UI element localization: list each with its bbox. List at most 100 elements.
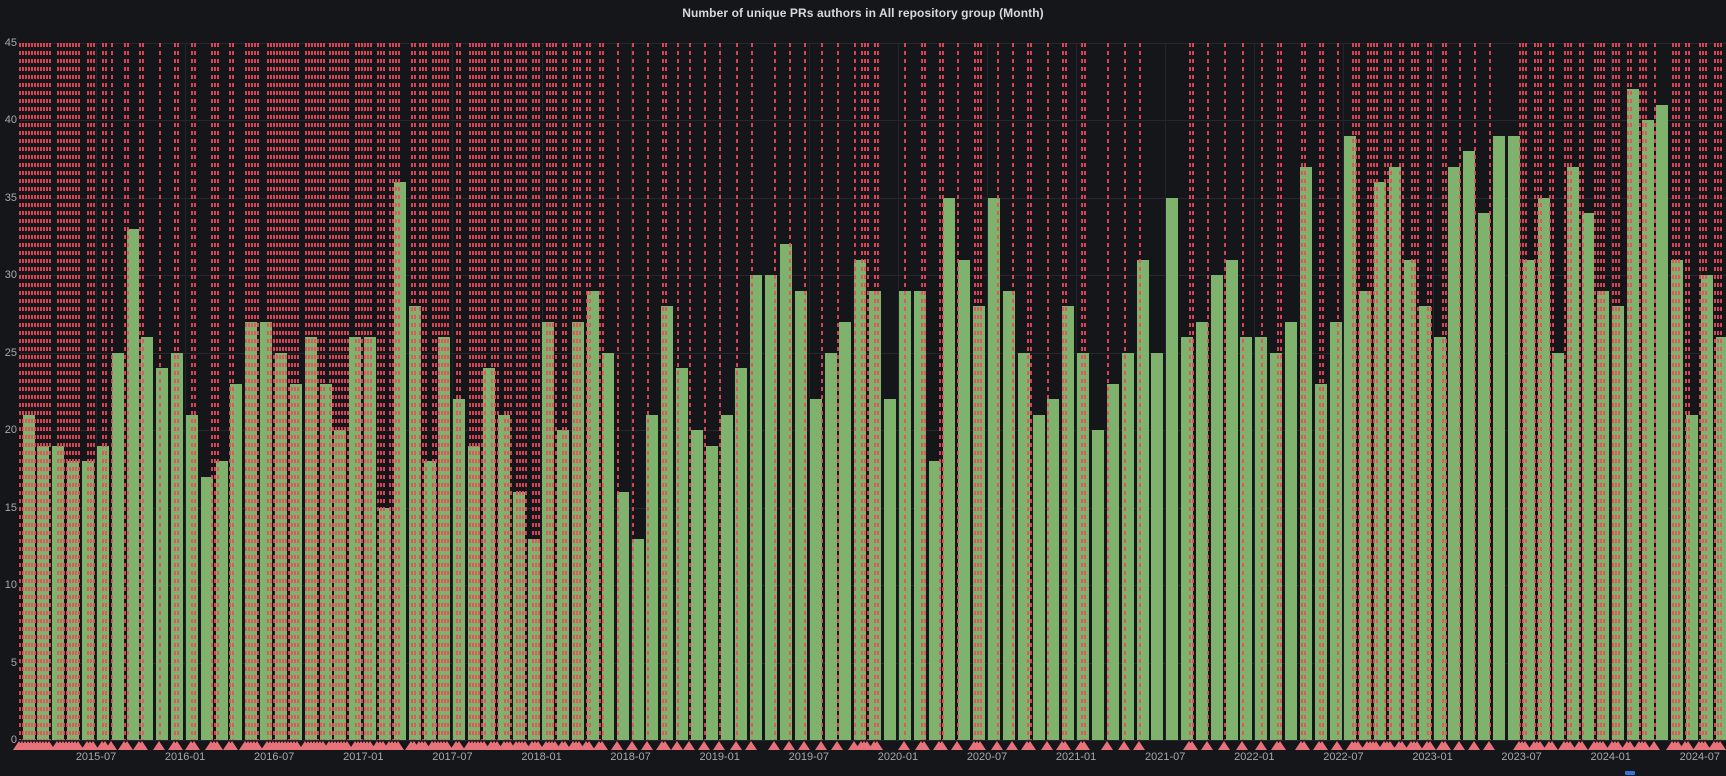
annotation-marker[interactable] [1648,741,1660,750]
annotation-marker[interactable] [815,741,827,750]
annotation-marker[interactable] [659,741,671,750]
bar[interactable] [1225,259,1238,740]
annotation-marker[interactable] [626,741,638,750]
bar[interactable] [1077,352,1090,740]
annotation-marker[interactable] [491,741,503,750]
bar[interactable] [1641,120,1654,740]
bar[interactable] [616,492,629,740]
annotation-marker[interactable] [1534,741,1546,750]
bar[interactable] [1656,104,1669,740]
bar[interactable] [1210,275,1223,740]
annotation-marker[interactable] [226,741,238,750]
annotation-marker[interactable] [768,741,780,750]
annotation-marker[interactable] [1624,741,1636,750]
bar[interactable] [884,399,896,740]
bar[interactable] [987,197,1000,740]
annotation-marker[interactable] [1078,741,1090,750]
annotation-marker[interactable] [936,741,948,750]
annotation-marker[interactable] [87,741,99,750]
bar[interactable] [1463,151,1476,740]
bar[interactable] [854,259,867,740]
annotation-marker[interactable] [1411,741,1423,750]
annotation-marker[interactable] [1519,741,1531,750]
annotation-marker[interactable] [974,741,986,750]
annotation-marker[interactable] [1236,741,1248,750]
bar[interactable] [1151,352,1164,740]
annotation-marker[interactable] [1024,741,1036,750]
annotation-marker[interactable] [1118,741,1130,750]
bar[interactable] [794,290,807,740]
annotation-marker[interactable] [1059,741,1071,750]
bar[interactable] [973,306,986,740]
annotation-marker[interactable] [211,741,223,750]
annotation-marker[interactable] [1370,741,1382,750]
annotation-marker[interactable] [1316,741,1328,750]
bar[interactable] [1582,213,1595,740]
bar[interactable] [1492,135,1505,740]
bar[interactable] [824,352,837,740]
annotation-marker[interactable] [641,741,653,750]
bar[interactable] [1671,259,1684,740]
annotation-marker[interactable] [1396,741,1408,750]
bar[interactable] [260,321,273,740]
bar[interactable] [1091,430,1104,740]
annotation-marker[interactable] [136,741,148,750]
annotation-marker[interactable] [1597,741,1609,750]
bar[interactable] [1329,321,1342,740]
annotation-marker[interactable] [121,741,133,750]
annotation-marker[interactable] [188,741,200,750]
bar[interactable] [111,352,124,740]
annotation-marker[interactable] [573,741,585,750]
bar[interactable] [379,507,391,740]
annotation-marker[interactable] [1133,741,1145,750]
annotation-marker[interactable] [251,741,263,750]
annotation-marker[interactable] [341,741,353,750]
annotation-marker[interactable] [831,741,843,750]
annotation-marker[interactable] [1576,741,1588,750]
annotation-marker[interactable] [153,741,165,750]
annotation-marker[interactable] [519,741,531,750]
annotation-marker[interactable] [1218,741,1230,750]
bar[interactable] [304,337,317,740]
bar[interactable] [126,228,139,740]
bar[interactable] [1596,290,1609,740]
bar[interactable] [958,259,971,740]
annotation-marker[interactable] [1352,741,1364,750]
bar[interactable] [1002,290,1015,740]
bar[interactable] [1032,414,1045,740]
bar[interactable] [200,476,213,740]
bar[interactable] [1448,166,1461,740]
annotation-marker[interactable] [783,741,795,750]
annotation-marker[interactable] [1546,741,1558,750]
annotation-marker[interactable] [1483,741,1495,750]
annotation-marker[interactable] [419,741,431,750]
bar[interactable] [601,352,614,740]
annotation-marker[interactable] [1274,741,1286,750]
bar[interactable] [275,352,287,740]
annotation-marker[interactable] [745,741,757,750]
annotation-marker[interactable] [478,741,490,750]
annotation-marker[interactable] [583,741,595,750]
bar[interactable] [1611,306,1624,740]
annotation-marker[interactable] [918,741,930,750]
annotation-marker[interactable] [1201,741,1213,750]
bar[interactable] [1166,197,1179,740]
annotation-marker[interactable] [861,741,873,750]
annotation-marker[interactable] [1298,741,1310,750]
annotation-marker[interactable] [991,741,1003,750]
bar[interactable] [1285,321,1297,740]
annotation-marker[interactable] [848,741,860,750]
annotation-marker[interactable] [392,741,404,750]
bar[interactable] [928,461,941,740]
annotation-marker[interactable] [671,741,683,750]
annotation-marker[interactable] [72,741,84,750]
annotation-marker[interactable] [871,741,883,750]
annotation-marker[interactable] [1006,741,1018,750]
annotation-marker[interactable] [1468,741,1480,750]
annotation-marker[interactable] [1041,741,1053,750]
bar[interactable] [1017,352,1030,740]
bar[interactable] [1047,399,1060,740]
bar[interactable] [720,414,733,740]
annotation-marker[interactable] [1255,741,1267,750]
